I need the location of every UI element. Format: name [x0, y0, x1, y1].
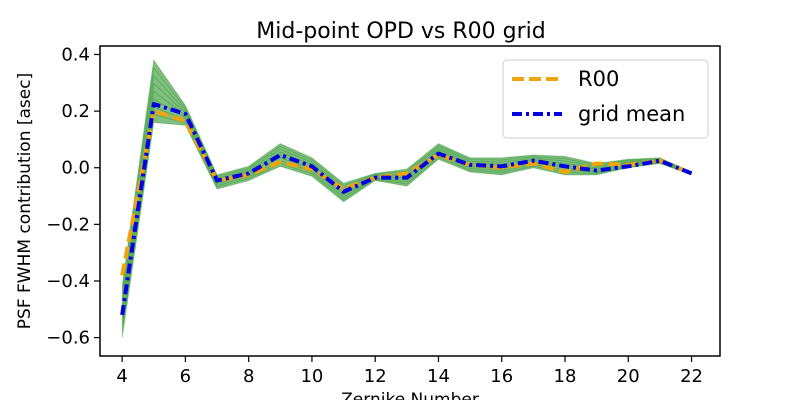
- x-tick-label: 4: [116, 366, 127, 387]
- x-axis-ticks: 4 6 8 10 12 14 16 18 20 22: [116, 356, 703, 387]
- x-tick-label: 18: [554, 366, 577, 387]
- x-tick-label: 14: [427, 366, 450, 387]
- y-tick-label: 0.0: [61, 158, 90, 179]
- y-tick-label: −0.4: [46, 271, 90, 292]
- series-line-r00: [120, 109, 693, 276]
- chart-title: Mid-point OPD vs R00 grid: [256, 19, 545, 44]
- band-realization-line: [121, 106, 692, 325]
- band-realization-line: [121, 121, 692, 338]
- legend-label-r00: R00: [578, 67, 619, 91]
- series-line-grid-mean: [120, 102, 693, 316]
- y-tick-label: −0.2: [46, 214, 90, 235]
- x-tick-label: 8: [243, 366, 254, 387]
- plot-frame: [99, 45, 721, 357]
- y-tick-label: 0.4: [61, 44, 90, 65]
- legend: R00 grid mean: [502, 59, 709, 139]
- y-tick-label: 0.2: [61, 101, 90, 122]
- x-tick-label: 6: [180, 366, 191, 387]
- x-tick-label: 22: [680, 366, 703, 387]
- x-tick-label: 16: [490, 366, 513, 387]
- legend-label-grid-mean: grid mean: [578, 102, 685, 126]
- y-axis-label: PSF FWHM contribution [asec]: [15, 73, 35, 329]
- band-realization-line: [121, 114, 692, 332]
- x-tick-label: 12: [364, 366, 387, 387]
- y-tick-label: −0.6: [46, 328, 90, 349]
- x-axis-label: Zernike Number: [341, 390, 479, 400]
- x-tick-label: 20: [617, 366, 640, 387]
- x-tick-label: 10: [300, 366, 323, 387]
- series-layer: [120, 102, 693, 316]
- y-axis-ticks: −0.6 −0.4 −0.2 0.0 0.2 0.4: [46, 44, 100, 349]
